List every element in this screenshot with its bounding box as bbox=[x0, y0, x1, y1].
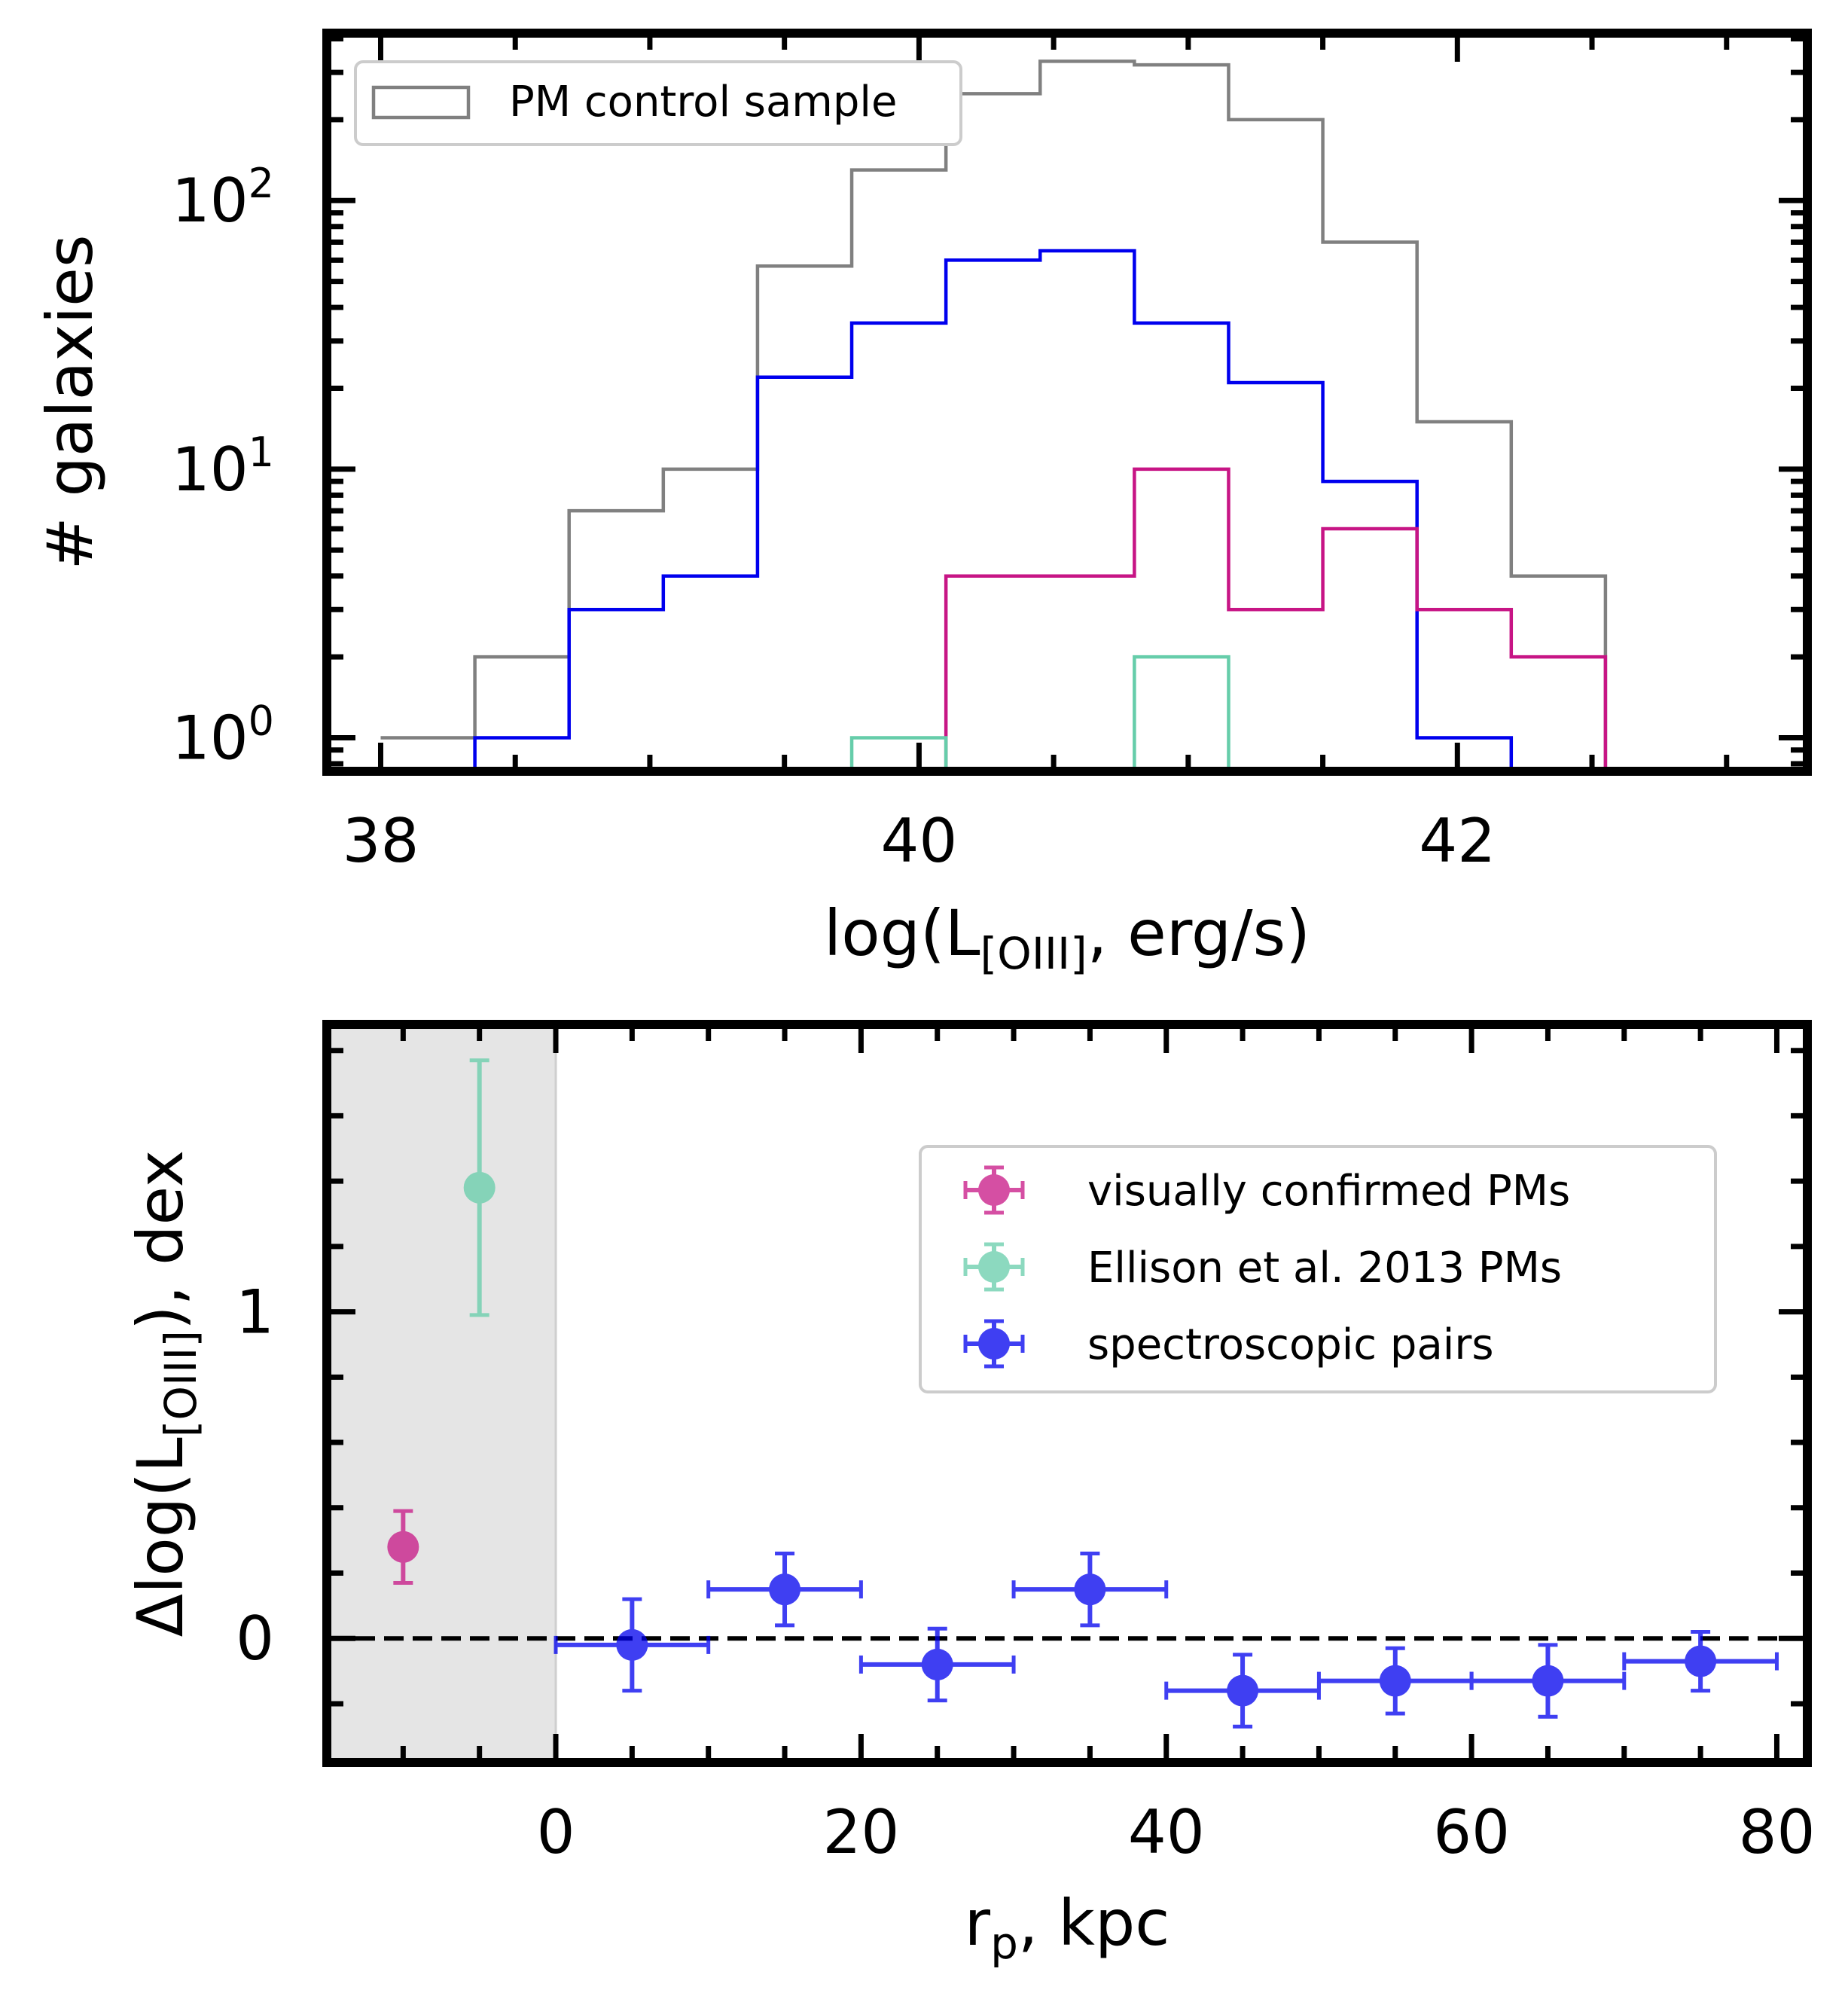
data-point bbox=[463, 1171, 496, 1204]
legend-label: spectroscopic pairs bbox=[1087, 1320, 1494, 1369]
x-tick-label: 80 bbox=[1739, 1797, 1816, 1867]
data-point bbox=[387, 1531, 419, 1563]
legend: visually confirmed PMs Ellison et al. 201… bbox=[919, 1145, 1717, 1393]
y-tick-label: 0 bbox=[236, 1604, 274, 1674]
legend-marker bbox=[963, 1165, 1025, 1215]
legend-box bbox=[919, 1145, 1717, 1393]
y-axis-label: Δlog(L[OIII]), dex bbox=[124, 1150, 206, 1637]
legend-label: visually confirmed PMs bbox=[1087, 1167, 1570, 1216]
series-1 bbox=[463, 1058, 496, 1317]
x-axis-label: log(L[OIII], erg/s) bbox=[824, 896, 1310, 979]
y-tick-label: 100 bbox=[172, 697, 274, 773]
data-point bbox=[921, 1648, 953, 1680]
histogram-panel: 38 40 42 100 101 102 log(L[OIII], erg/s) # gala… bbox=[33, 29, 1812, 979]
data-point bbox=[1074, 1573, 1106, 1606]
legend-point bbox=[978, 1174, 1010, 1206]
x-tick-label: 42 bbox=[1419, 806, 1496, 876]
legend-label: Ellison et al. 2013 PMs bbox=[1087, 1244, 1562, 1293]
legend-box bbox=[354, 60, 962, 146]
x-tick-label: 40 bbox=[881, 806, 958, 876]
y-tick-label: 102 bbox=[172, 160, 274, 236]
histogram-step-series-3 bbox=[849, 655, 1230, 771]
y-axis-label: # galaxies bbox=[33, 234, 107, 569]
data-point bbox=[769, 1573, 801, 1606]
x-axis-label: rp, kpc bbox=[965, 1886, 1170, 1969]
data-point bbox=[1685, 1645, 1717, 1677]
y-tick-label: 1 bbox=[236, 1277, 274, 1347]
data-point bbox=[1379, 1665, 1411, 1697]
x-tick-label: 38 bbox=[343, 806, 419, 876]
shaded-region bbox=[327, 1024, 557, 1763]
data-point bbox=[1227, 1674, 1259, 1707]
legend: PM control sample bbox=[354, 60, 962, 146]
legend-point bbox=[978, 1328, 1010, 1360]
legend-label: PM control sample bbox=[509, 78, 897, 127]
histogram-step-series-2 bbox=[944, 467, 1608, 771]
y-tick-label: 101 bbox=[172, 429, 274, 505]
legend-marker bbox=[963, 1319, 1025, 1369]
series-2 bbox=[553, 1551, 1779, 1729]
scatter-panel: 0 20 40 60 80 0 1 rp, kpc Δlog(L[OIII]), dex visu… bbox=[124, 1020, 1816, 1969]
axes-frame bbox=[322, 1020, 1812, 1767]
histogram-step-series-1 bbox=[473, 249, 1514, 771]
plot-area bbox=[327, 1024, 1807, 1763]
series-0 bbox=[387, 1509, 419, 1586]
legend-marker bbox=[963, 1242, 1025, 1292]
x-tick-label: 20 bbox=[822, 1797, 899, 1867]
x-tick-label: 60 bbox=[1433, 1797, 1510, 1867]
x-tick-label: 0 bbox=[537, 1797, 575, 1867]
histogram-step-series-0 bbox=[380, 60, 1608, 771]
x-tick-label: 40 bbox=[1128, 1797, 1205, 1867]
axes-frame bbox=[322, 29, 1812, 776]
legend-point bbox=[978, 1251, 1010, 1283]
data-point bbox=[1532, 1665, 1564, 1697]
legend-swatch bbox=[371, 85, 471, 120]
data-point bbox=[616, 1628, 648, 1661]
plot-area bbox=[380, 60, 1608, 771]
